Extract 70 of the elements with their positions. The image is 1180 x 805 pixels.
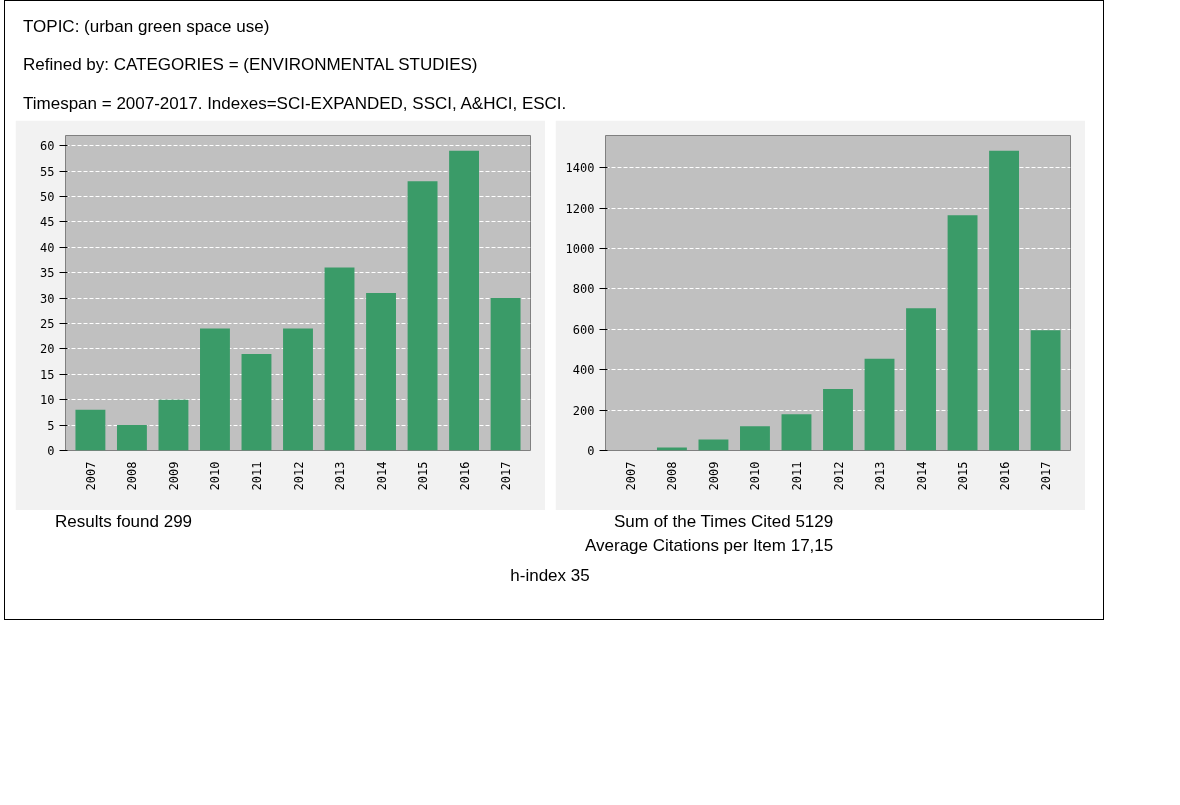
x-tick-label: 2015 — [956, 461, 971, 491]
bar — [740, 426, 770, 451]
y-tick-label: 40 — [40, 240, 55, 255]
y-tick-label: 1000 — [565, 241, 595, 256]
bar — [698, 439, 729, 451]
y-tick-label: 200 — [572, 403, 595, 418]
y-tick-label: 25 — [40, 316, 55, 331]
y-tick-label: 1200 — [565, 201, 595, 216]
bar — [1030, 330, 1061, 451]
x-tick-label: 2013 — [333, 461, 348, 491]
bar — [449, 150, 480, 451]
x-tick-label: 2016 — [457, 461, 472, 491]
text: Sum of the Times Cited 5129 — [613, 510, 834, 533]
x-tick-label: 2008 — [665, 461, 680, 491]
x-tick-label: 2012 — [291, 461, 306, 491]
x-tick-label: 2010 — [208, 461, 223, 491]
x-tick-label: 2007 — [623, 461, 638, 491]
bar — [947, 215, 978, 451]
x-tick-label: 2011 — [789, 461, 804, 491]
bar — [781, 414, 812, 451]
bar — [324, 267, 355, 451]
x-tick-label: 2015 — [416, 461, 431, 491]
chart-title: TOPIC: (urban green space use) — [23, 16, 270, 38]
y-tick-label: 1400 — [565, 161, 595, 176]
text: Results found 299 — [55, 510, 193, 533]
bar — [490, 297, 521, 451]
y-tick-label: 600 — [572, 322, 595, 337]
x-tick-label: 2017 — [499, 461, 514, 491]
bar — [283, 328, 313, 451]
x-tick-label: 2008 — [125, 461, 140, 491]
y-tick-label: 10 — [40, 393, 55, 408]
x-tick-label: 2013 — [873, 461, 888, 491]
x-tick-label: 2007 — [83, 461, 98, 491]
bar — [241, 353, 272, 451]
y-tick-label: 15 — [40, 367, 55, 382]
chart-subtitle: Refined by: CATEGORIES = (ENVIRONMENTAL STUDIES) Timespan = 2007-2017. Indexes=SCI-EXPANDED, SSCI, A&HCI, ESCI. — [23, 54, 567, 115]
y-tick-label: 30 — [40, 291, 55, 306]
y-tick-label: 400 — [572, 363, 595, 378]
bar — [75, 409, 106, 451]
y-tick-label: 20 — [40, 342, 55, 357]
y-tick-label: 0 — [587, 443, 595, 458]
y-tick-label: 5 — [47, 418, 55, 433]
x-tick-label: 2012 — [831, 461, 846, 491]
y-tick-label: 60 — [40, 139, 55, 154]
x-tick-label: 2009 — [166, 461, 181, 491]
x-tick-label: 2010 — [748, 461, 763, 491]
x-tick-label: 2014 — [914, 461, 929, 491]
y-tick-label: 35 — [40, 266, 55, 281]
y-tick-label: 800 — [572, 282, 595, 297]
x-tick-label: 2017 — [1039, 461, 1054, 491]
bar — [906, 307, 936, 451]
text: h-index 35 — [509, 565, 591, 588]
bar — [158, 399, 189, 451]
x-tick-label: 2011 — [249, 461, 264, 491]
text: Average Citations per Item 17,15 — [585, 535, 834, 558]
y-tick-label: 50 — [40, 189, 55, 204]
y-tick-label: 45 — [40, 215, 55, 230]
x-tick-label: 2009 — [706, 461, 721, 491]
y-tick-label: 0 — [47, 443, 55, 458]
bar — [200, 328, 230, 451]
x-tick-label: 2014 — [374, 461, 389, 491]
bar — [864, 358, 895, 451]
bar — [823, 388, 853, 451]
bar — [116, 424, 147, 451]
bar — [656, 447, 687, 451]
bar — [407, 181, 438, 451]
bar — [366, 292, 396, 451]
x-tick-label: 2016 — [997, 461, 1012, 491]
y-tick-label: 55 — [40, 164, 55, 179]
bar — [989, 150, 1020, 451]
